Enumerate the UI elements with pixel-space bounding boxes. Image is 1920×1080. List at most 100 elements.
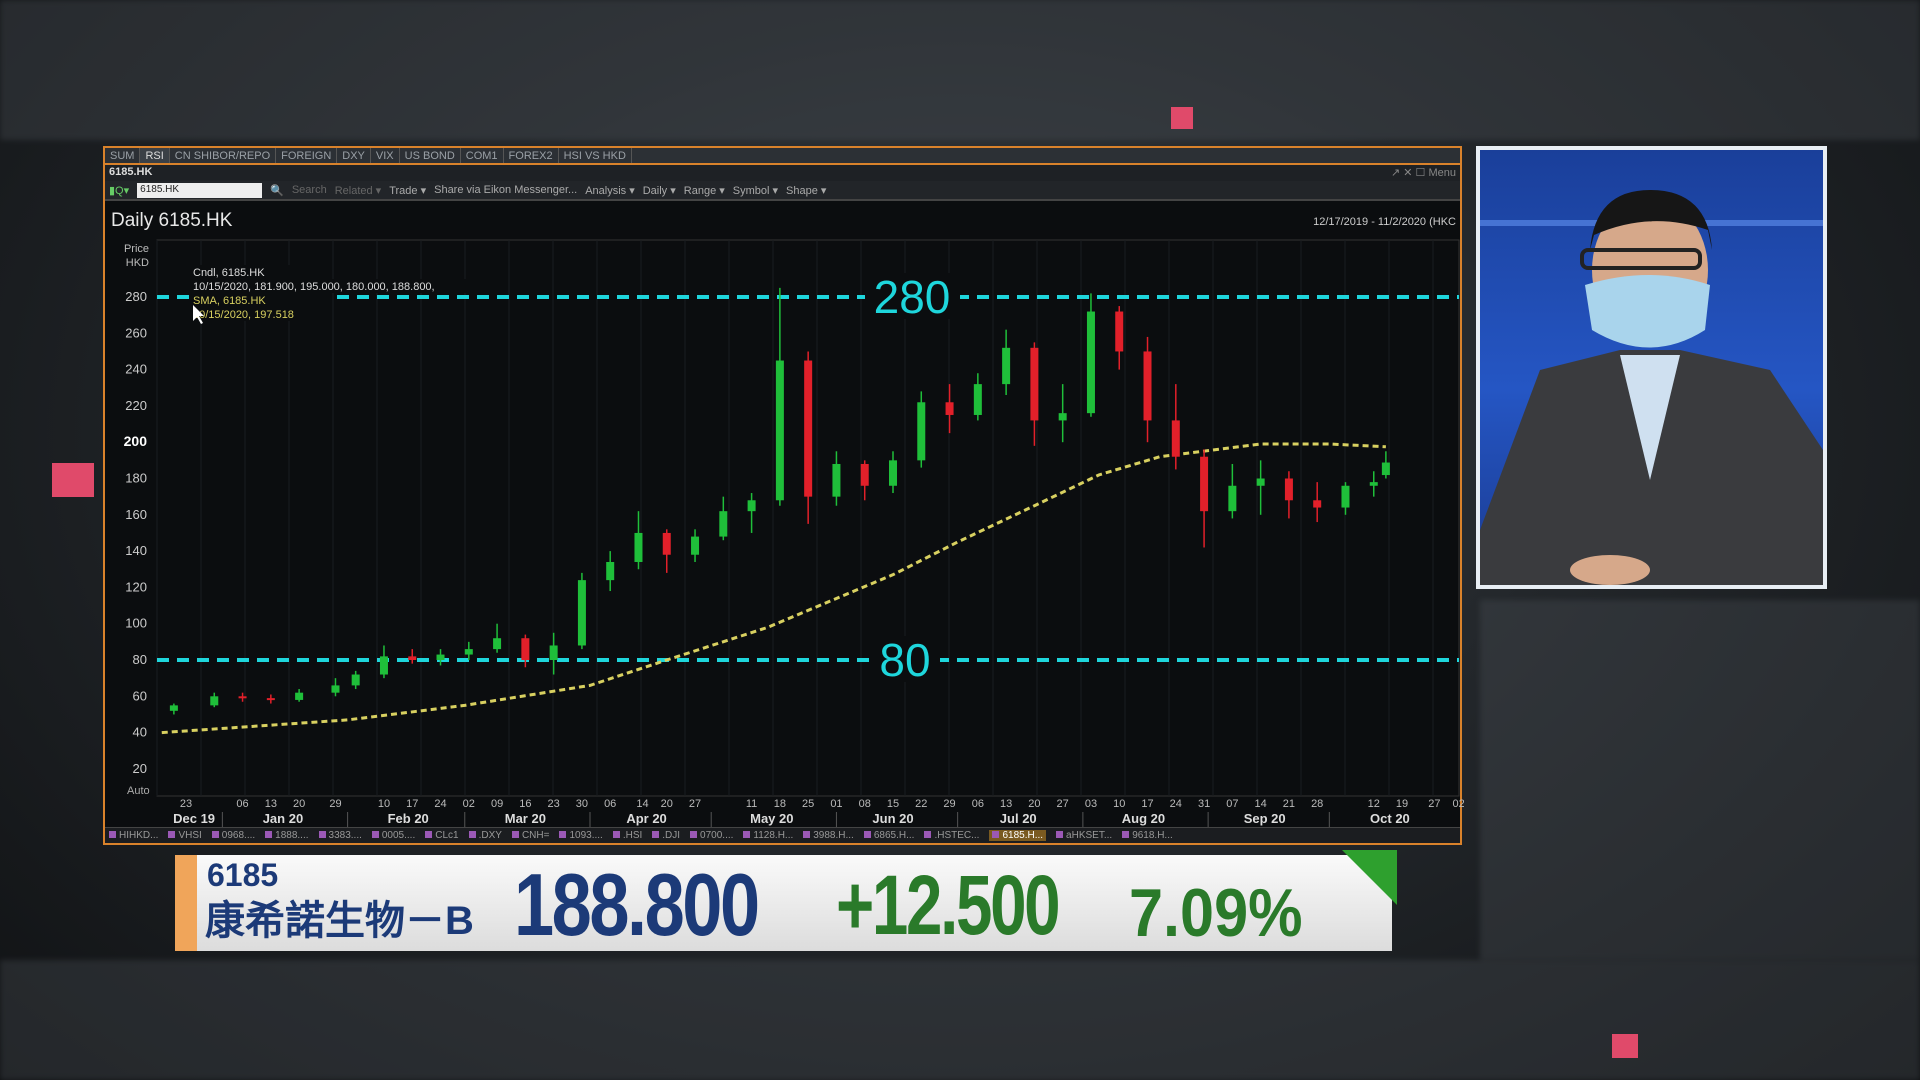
bottom-tab-17[interactable]: 6185.H... [989,830,1047,841]
toolbar-item-6[interactable]: Range ▾ [683,184,725,197]
bottom-tab-18[interactable]: aHKSET... [1056,830,1112,841]
candle-body [493,638,502,650]
symbol-input[interactable]: 6185.HK [137,182,263,198]
bottom-tab-15[interactable]: 6865.H... [864,830,915,841]
y-axis-label: Price [124,243,149,255]
x-month-tick: Mar 20 [505,811,546,826]
toolbar-item-7[interactable]: Symbol ▾ [732,184,779,197]
toolbar-item-1[interactable]: Related ▾ [334,184,382,197]
bottom-tab-1[interactable]: VHSI [168,830,201,841]
hline-label-bg [870,636,940,682]
x-day-tick: 20 [661,798,673,810]
x-month-tick: Dec 19 [173,811,215,826]
candle-body [606,561,615,581]
legend-bg [189,293,329,307]
tab-6[interactable]: US BOND [400,148,461,163]
bottom-tab-19[interactable]: 9618.H... [1122,830,1173,841]
candle-body [521,638,530,660]
bottom-tab-10[interactable]: .HSI [613,830,642,841]
window-controls[interactable]: ↗ ✕ ☐ Menu [1391,167,1456,179]
candle-body [1369,482,1378,486]
bottom-tab-2[interactable]: 0968.... [212,830,255,841]
bottom-tab-12[interactable]: 0700.... [690,830,733,841]
y-tick-label: 80 [133,652,147,667]
bottom-tab-0[interactable]: HIHKD... [109,830,158,841]
bottom-tab-11[interactable]: .DJI [652,830,680,841]
toolbar-item-4[interactable]: Analysis ▾ [585,184,635,197]
stock-name: 康希諾生物－B [205,899,474,943]
bottom-tab-8[interactable]: CNH= [512,830,550,841]
toolbar-item-3[interactable]: Share via Eikon Messenger... [434,184,578,196]
toolbar-item-8[interactable]: Shape ▾ [786,184,827,197]
quote-icon[interactable]: ▮Q▾ [109,184,130,197]
x-day-tick: 02 [463,798,475,810]
toolbar-item-0[interactable]: Search [291,184,327,196]
tab-bar: SUM RSI CN SHIBOR/REPO FOREIGN DXY VIX US BOND… [105,148,1460,165]
bottom-tab-9[interactable]: 1093.... [559,830,602,841]
candle-body [549,645,558,660]
x-day-tick: 25 [802,798,814,810]
candle-body [973,384,982,415]
x-month-tick: Oct 20 [1370,811,1410,826]
y-tick-label: 40 [133,725,147,740]
x-day-tick: 02 [1452,798,1464,810]
stock-ticker-bar: 6185 康希諾生物－B 188.800 +12.500 7.09% [175,850,1397,951]
percent-change: 7.09% [1129,875,1303,951]
bottom-tab-3[interactable]: 1888.... [265,830,308,841]
tab-4[interactable]: DXY [337,148,371,163]
x-day-tick: 10 [378,798,390,810]
x-day-tick: 11 [746,798,757,810]
background-block [0,960,1920,1080]
candle-body [1381,462,1390,476]
auto-scale-label: Auto [127,785,150,797]
bottom-tab-16[interactable]: .HSTEC... [924,830,979,841]
x-day-tick: 16 [519,798,531,810]
candle-body [1200,456,1209,512]
x-day-tick: 06 [604,798,616,810]
tab-8[interactable]: FOREX2 [504,148,559,163]
legend-line: Cndl, 6185.HK [193,267,265,279]
price-chart[interactable]: PriceHKD20406080100120140160180200220240… [105,148,1464,828]
bottom-tab-7[interactable]: .DXY [469,830,502,841]
candle-body [169,705,178,711]
candle-body [634,532,643,562]
tab-5[interactable]: VIX [371,148,400,163]
candle-body [238,696,247,699]
y-tick-label: 220 [125,398,147,413]
tab-3[interactable]: FOREIGN [276,148,338,163]
tab-9[interactable]: HSI VS HKD [559,148,632,163]
tab-7[interactable]: COM1 [461,148,504,163]
search-icon: 🔍 [270,184,284,197]
y-tick-label: 200 [124,433,148,449]
candle-body [775,360,784,501]
y-tick-label: 60 [133,688,147,703]
candle-body [1256,478,1265,486]
pink-cube [1171,107,1193,129]
bottom-tab-14[interactable]: 3988.H... [803,830,854,841]
tab-2[interactable]: CN SHIBOR/REPO [170,148,277,163]
x-day-tick: 15 [887,798,899,810]
tab-1[interactable]: RSI [140,148,170,163]
presenter-video [1476,146,1827,589]
x-day-tick: 07 [1226,798,1238,810]
candle-body [408,656,417,660]
candle-body [1058,413,1067,421]
bottom-tab-13[interactable]: 1128.H... [743,830,793,841]
tab-0[interactable]: SUM [105,148,141,163]
bottom-tab-6[interactable]: CLc1 [425,830,458,841]
bottom-tab-4[interactable]: 3383.... [319,830,362,841]
x-day-tick: 18 [774,798,786,810]
y-tick-label: 180 [125,471,147,486]
toolbar-item-5[interactable]: Daily ▾ [642,184,676,197]
chart-title: Daily 6185.HK [111,210,233,231]
x-day-tick: 29 [329,798,341,810]
legend-bg [189,307,329,321]
toolbar-item-2[interactable]: Trade ▾ [389,184,427,197]
candle-body [577,580,586,646]
x-day-tick: 21 [1283,798,1295,810]
candle-body [691,536,700,555]
bottom-tab-5[interactable]: 0005.... [372,830,415,841]
hline-label-bg [865,273,960,319]
x-day-tick: 19 [1396,798,1408,810]
x-month-tick: May 20 [750,811,793,826]
